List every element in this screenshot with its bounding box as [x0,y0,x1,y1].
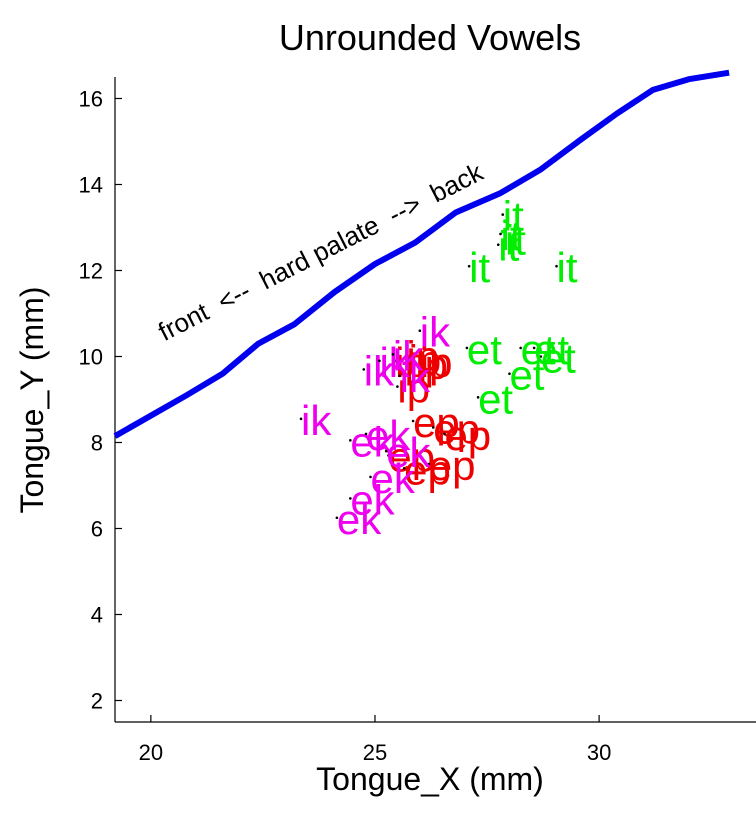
data-point-label: ek [371,455,416,502]
data-point-label: ip [415,341,448,388]
data-point-marker [384,449,388,453]
data-point-label: ek [350,418,395,465]
data-point-marker [349,439,352,442]
y-tick-label: 4 [91,603,103,628]
data-point-marker [443,432,446,436]
data-point-label: ek [386,429,431,476]
data-point-label: ek [337,496,382,543]
chart-title: Unrounded Vowels [279,17,581,58]
data-point-marker [418,329,422,333]
data-point-marker [503,236,507,240]
data-point-marker [391,353,395,356]
y-axis-title: Tongue_Y (mm) [14,286,50,513]
data-point-label: ik [379,339,410,386]
data-point-label: ep [413,399,460,446]
data-point-marker [427,462,431,466]
data-point-marker [405,353,408,356]
data-point-label: ik [400,354,431,401]
data-point-marker [402,467,406,470]
x-tick-label: 25 [363,740,387,765]
data-point-label: et [521,326,556,373]
data-point-marker [414,361,417,365]
data-point-marker [362,368,366,371]
data-point-label: et [509,352,544,399]
data-point-marker [476,396,480,399]
data-point-marker [411,419,415,423]
y-tick-label: 8 [91,431,103,456]
data-point-marker [393,359,397,363]
data-point-marker [508,372,511,376]
data-point-marker [532,346,536,350]
x-axis-title: Tongue_X (mm) [316,761,544,797]
axes: 20 25 30 2 4 6 8 10 12 14 16 [79,77,756,765]
data-point-marker [555,264,558,268]
data-point-marker [398,374,401,378]
data-point-label: et [467,326,502,373]
data-point-marker [519,346,522,350]
data-point-marker [407,357,410,360]
x-tick-label: 20 [139,740,163,765]
data-point-label: it [557,244,578,291]
data-point-label: ek [366,412,411,459]
data-point-marker [387,454,390,457]
data-point-label: it [500,212,521,259]
data-point-label: et [478,375,513,422]
data-point-label: it [503,193,524,240]
data-point-marker [378,359,381,363]
data-point-label: ep [444,412,491,459]
data-point-label: ip [409,337,442,384]
y-tick-label: 10 [79,345,103,370]
data-point-marker [418,359,422,363]
data-point-marker [501,213,505,216]
data-point-label: et [534,326,569,373]
data-point-label: ep [429,442,476,489]
palate-layer [113,69,730,439]
y-tick-label: 16 [79,87,103,112]
data-point-label: ik [420,309,451,356]
data-point-marker [496,243,500,246]
data-point-label: ip [406,332,439,379]
data-point-label: ik [393,332,424,379]
data-point-label: ep [433,405,480,452]
data-point-label: ep [388,433,435,480]
data-point-label: it [505,216,526,263]
data-point-label: it [498,223,519,270]
data-point-marker [431,426,435,429]
data-point-marker [369,475,372,479]
data-point-label: ik [364,347,395,394]
data-point-label: ip [397,365,430,412]
data-point-marker [539,355,543,358]
data-point-marker [499,232,502,236]
data-point-label: ek [350,476,395,523]
data-point-label: et [541,335,576,382]
data-point-label: ik [301,397,332,444]
data-point-marker [364,432,368,436]
data-point-marker [467,264,471,268]
data-point-label: ip [420,339,453,386]
y-tick-label: 14 [79,173,103,198]
data-point-label: ip [395,339,428,386]
data-point-label: ep [404,446,451,493]
x-tick-label: 30 [587,740,611,765]
data-point-label: it [469,244,490,291]
data-point-marker [299,417,303,421]
y-tick-label: 6 [91,517,103,542]
data-point-marker [396,385,399,388]
y-tick-label: 12 [79,259,103,284]
y-tick-label: 2 [91,689,103,714]
palate-line [113,69,730,439]
data-point-marker [349,497,352,500]
data-point-marker [335,516,339,520]
data-point-marker [465,346,469,350]
